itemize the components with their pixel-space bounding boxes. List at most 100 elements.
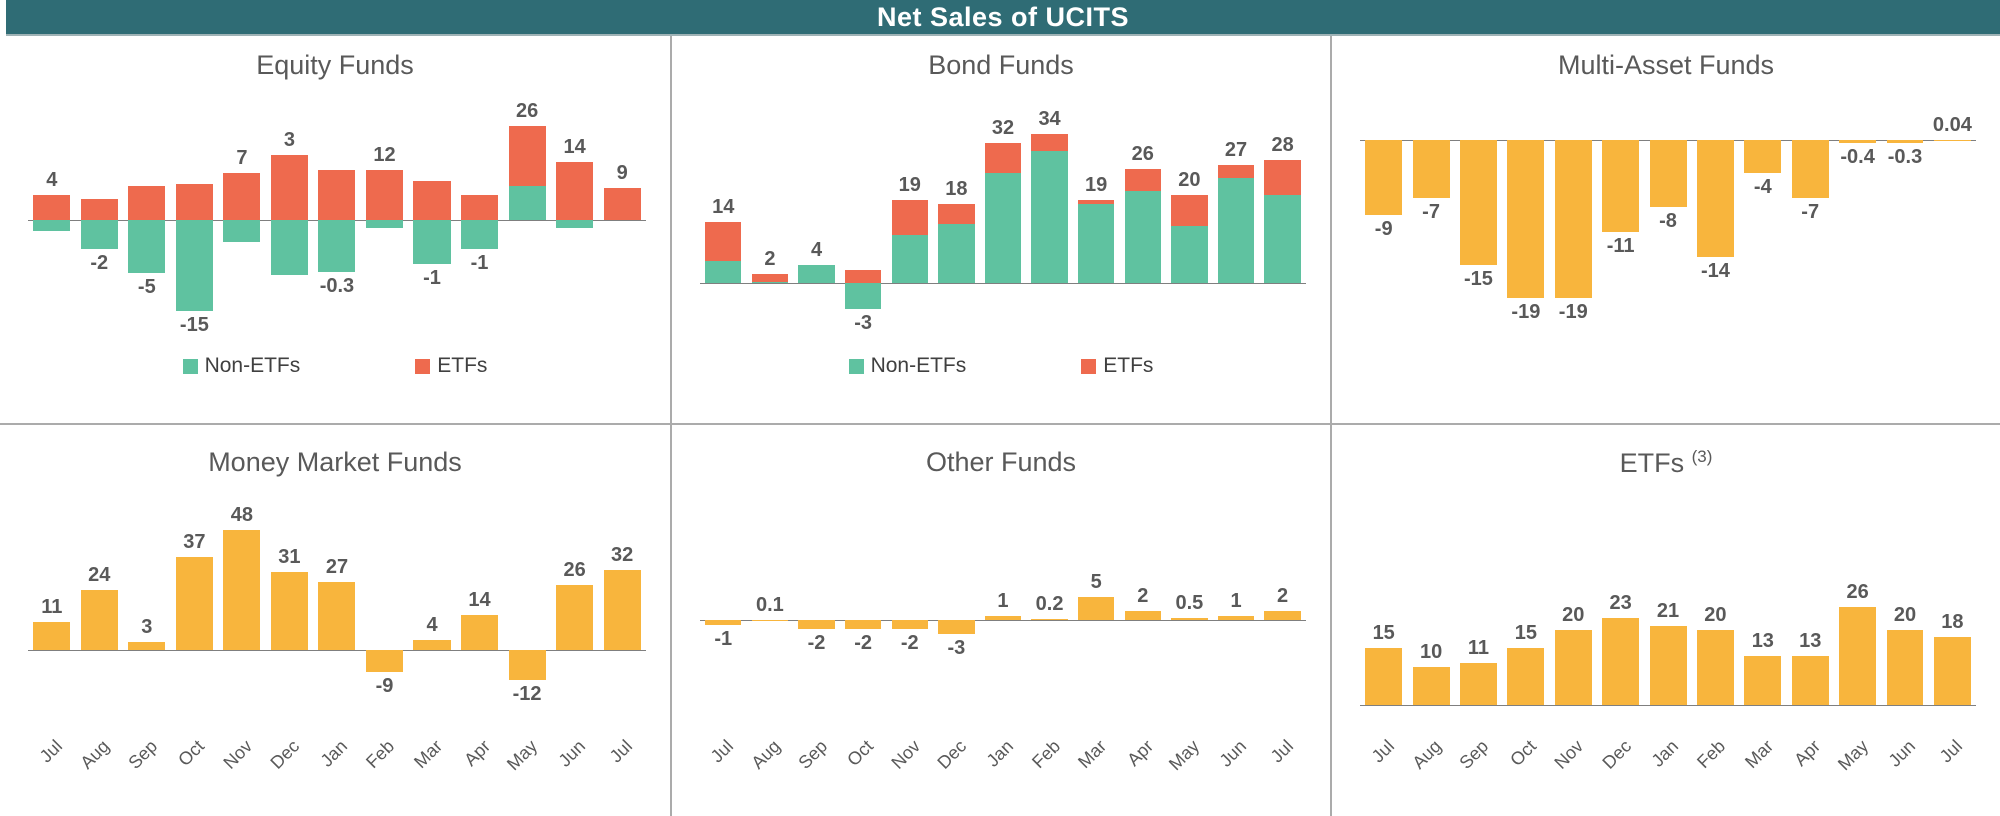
bar-segment [1886,629,1924,705]
bar-segment [1078,199,1115,205]
chart-plot: -1 0.1 -2 -2 -2 -3 1 0.2 5 2 0.5 1 2 [700,487,1306,712]
data-label: 3 [141,616,153,638]
month-slot: Apr [1119,716,1166,808]
bar-segment [1696,140,1734,257]
bar-slot: -9 [1360,90,1407,340]
bar-slot: 11 [1455,487,1502,712]
month-slot: Aug [1407,716,1454,808]
data-label: 20 [1893,603,1917,626]
bar-slot: -8 [1644,90,1691,340]
data-label: 26 [563,558,586,581]
bar-slots: 4 -2 -5 -15 7 3 -0.3 12 -1 -1 26 14 9 [28,90,646,340]
bar-slot: 21 [1644,487,1691,712]
data-label: -1 [714,627,733,650]
chart-legend: Non-ETFs ETFs [672,354,1330,378]
month-slot: May [1834,716,1881,808]
panel-title-text: ETFs [1619,448,1685,478]
bar-segment [1933,637,1971,705]
month-slot: Apr [1787,716,1834,808]
bar-segment [365,169,403,221]
x-axis-line [700,620,1306,622]
bar-slot: 20 [1692,487,1739,712]
bar-segment [1217,615,1255,621]
bar-segment [175,184,213,221]
bar-slot: 7 [218,90,266,340]
bar-segment [1791,655,1829,705]
bar-segment [844,269,882,283]
month-slot: Jul [28,716,76,808]
data-label: 13 [1751,629,1774,652]
bar-slots: 11 24 3 37 48 31 27 -9 4 14 -12 26 32 [28,487,646,712]
bar-slot: 32 [980,90,1027,340]
data-label: 9 [616,161,628,184]
legend-label: ETFs [437,354,488,377]
data-label: 26 [1846,581,1869,603]
data-label: 4 [426,613,438,636]
month-slot: Mar [1739,716,1786,808]
data-label: 2 [1137,584,1149,607]
month-slot: Oct [840,716,887,808]
month-slot: Jul [598,716,646,808]
data-label: 27 [1224,138,1248,161]
bar-segment [80,589,118,650]
bar-slot: -1 [700,487,747,712]
bar-segment [80,198,118,221]
month-label: Apr [1122,736,1157,770]
bar-slot: -1 [408,90,456,340]
month-label: May [1833,736,1872,775]
month-label: Oct [174,736,209,770]
panel-title-superscript: (3) [1691,447,1713,466]
bar-segment [508,126,546,186]
month-label: Nov [887,736,924,773]
panel-title-text: Other Funds [925,447,1077,477]
data-label: 10 [1419,641,1443,663]
data-label: 24 [88,563,111,586]
month-slot: Jun [1881,716,1928,808]
bar-segment [318,169,356,221]
bar-slot: 31 [266,487,314,712]
month-label: Jan [982,736,1018,771]
data-label: 32 [611,543,634,566]
legend-label: Non-ETFs [204,354,301,377]
chart-plot: 4 -2 -5 -15 7 3 -0.3 12 -1 -1 26 14 9 [28,90,646,340]
bar-segment [1602,618,1640,705]
month-label: Jul [605,736,637,767]
etfs-swatch-icon [1081,358,1097,374]
bar-segment [461,195,499,221]
bar-slot: -11 [1597,90,1644,340]
month-slot: Jul [700,716,747,808]
month-slot: Jun [551,716,599,808]
bar-segment [556,584,594,650]
bar-segment [1078,204,1115,283]
header-bar: Net Sales of UCITS [6,0,2000,36]
bar-segment [705,221,742,262]
data-label: 14 [468,588,491,611]
panel-title-text: Equity Funds [256,50,414,80]
bar-slot: 11 [28,487,76,712]
month-label: Sep [1455,736,1493,773]
month-label: Aug [1408,736,1446,773]
month-label: Jan [316,736,352,771]
month-label: Apr [1790,736,1825,770]
data-label: -2 [854,632,873,655]
etfs-swatch-icon [415,358,431,374]
month-label: Jun [554,736,589,771]
bar-slot: -7 [1787,90,1834,340]
data-label: 0.1 [756,593,784,616]
bar-slots: 14 2 4 -3 19 18 32 34 19 26 20 27 28 [700,90,1306,340]
bar-segment [556,220,594,228]
bar-slot: 1 [1213,487,1260,712]
bar-segment [1744,140,1782,174]
bar-slot: 12 [361,90,409,340]
month-label: Dec [933,736,971,773]
month-label: Nov [219,736,257,773]
bar-segment [938,223,975,283]
data-label: 1 [997,589,1009,612]
data-label: -5 [137,275,156,298]
data-label: -0.4 [1840,146,1875,169]
month-slot: Jan [1644,716,1691,808]
bar-slot: 0.1 [747,487,794,712]
month-slot: Jan [313,716,361,808]
bar-segment [1602,140,1640,232]
data-label: -0.3 [319,275,355,298]
